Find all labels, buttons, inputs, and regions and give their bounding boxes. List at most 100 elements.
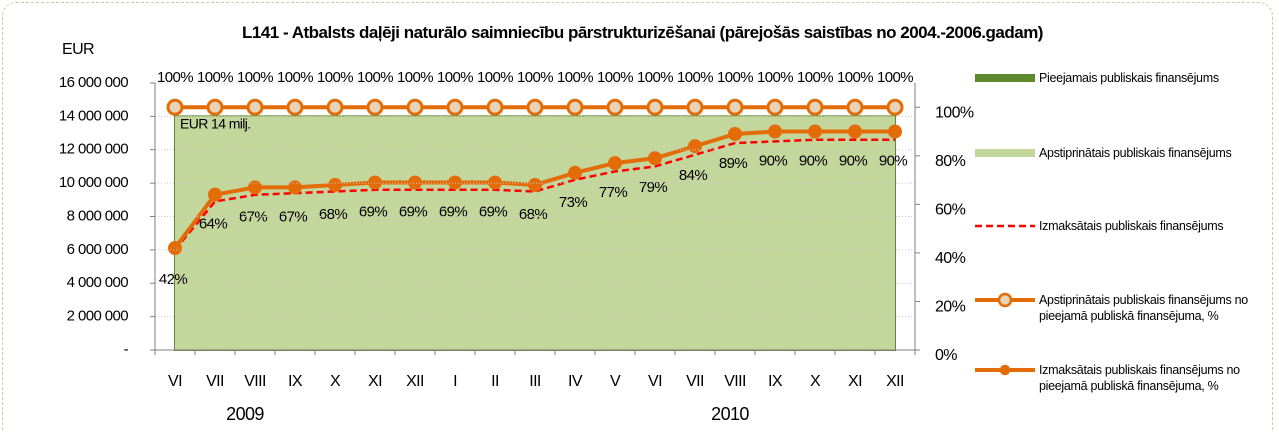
swatch (975, 74, 1035, 82)
data-label: 100% (837, 69, 873, 86)
x-tick-label: XII (886, 373, 904, 390)
group-label: 2010 (711, 404, 749, 424)
marker (648, 151, 662, 166)
swatch-marker (999, 364, 1011, 376)
data-label: 90% (759, 153, 787, 170)
marker (448, 175, 462, 190)
data-label: 100% (517, 69, 553, 86)
swatch-marker (997, 292, 1013, 308)
legend-item: Apstiprinātais publiskais finansējums (975, 145, 1269, 161)
marker (366, 98, 384, 116)
data-label: 100% (637, 69, 673, 86)
data-label: 77% (599, 184, 627, 201)
chart-title: L141 - Atbalsts daļēji naturālo saimniec… (242, 23, 1043, 42)
marker (368, 175, 382, 190)
y2-tick-label: 80% (935, 153, 966, 170)
data-label: 90% (799, 153, 827, 170)
y-tick-label: 8 000 000 (67, 207, 129, 224)
data-label: 90% (879, 153, 907, 170)
x-tick-label: I (453, 373, 457, 390)
legend-label: Apstiprinātais publiskais finansējums (1039, 146, 1232, 160)
group-label: 2009 (226, 404, 264, 424)
x-tick-label: X (810, 373, 821, 390)
data-label: 100% (197, 69, 233, 86)
marker (888, 124, 902, 139)
legend-label: Izmaksātais publiskais finansējums (1039, 219, 1224, 233)
legend-swatch (975, 292, 1035, 308)
y-tick-label: 6 000 000 (67, 241, 129, 258)
y-tick-label: 16 000 000 (59, 74, 128, 91)
x-tick-label: VI (168, 373, 182, 390)
data-label: 100% (797, 69, 833, 86)
legend-label: Pieejamais publiskais finansējums (1039, 71, 1219, 85)
x-tick-label: IX (768, 373, 783, 390)
data-label: 100% (237, 69, 273, 86)
marker (408, 175, 422, 190)
x-tick-label: IV (568, 373, 583, 390)
legend-label: Apstiprinātais publiskais finansējums no… (1039, 293, 1248, 323)
marker (208, 187, 222, 202)
marker (846, 98, 864, 116)
y2-tick-label: 20% (935, 299, 966, 316)
data-label: 100% (557, 69, 593, 86)
swatch (975, 149, 1035, 157)
marker (206, 98, 224, 116)
y-tick-label: - (124, 341, 129, 358)
marker (286, 98, 304, 116)
data-label: 89% (719, 155, 747, 172)
data-label: 100% (157, 69, 193, 86)
data-label: 100% (357, 69, 393, 86)
marker (606, 98, 624, 116)
data-label: 100% (677, 69, 713, 86)
legend-swatch (975, 149, 1035, 157)
x-tick-label: VIII (244, 373, 266, 390)
data-label: 100% (717, 69, 753, 86)
marker (848, 124, 862, 139)
x-tick-label: III (529, 373, 541, 390)
data-label: 67% (239, 208, 267, 225)
legend-swatch (975, 74, 1035, 82)
marker (768, 124, 782, 139)
data-label: 69% (479, 203, 507, 220)
marker (728, 126, 742, 141)
marker (488, 175, 502, 190)
marker (288, 180, 302, 195)
marker (806, 98, 824, 116)
data-label: 100% (317, 69, 353, 86)
x-tick-label: V (610, 373, 621, 390)
marker (528, 177, 542, 192)
data-label: 100% (877, 69, 913, 86)
marker (726, 98, 744, 116)
data-label: 73% (559, 194, 587, 211)
legend-item: Izmaksātais publiskais finansējums no pi… (975, 362, 1269, 394)
marker (166, 98, 184, 116)
marker (686, 98, 704, 116)
data-label: 69% (359, 203, 387, 220)
marker (608, 156, 622, 171)
x-tick-label: II (491, 373, 499, 390)
marker (766, 98, 784, 116)
data-label: 42% (159, 271, 187, 288)
marker (568, 165, 582, 180)
data-label: 100% (437, 69, 473, 86)
legend-item: Pieejamais publiskais finansējums (975, 70, 1269, 86)
data-label: 79% (639, 179, 667, 196)
data-label: 84% (679, 167, 707, 184)
area (175, 116, 895, 350)
x-tick-label: VII (686, 373, 704, 390)
y2-tick-label: 40% (935, 250, 966, 267)
y-tick-label: 4 000 000 (67, 274, 129, 291)
y-tick-label: 10 000 000 (59, 174, 128, 191)
data-label: 64% (199, 216, 227, 233)
data-label: 69% (399, 203, 427, 220)
marker (326, 98, 344, 116)
y2-tick-label: 60% (935, 202, 966, 219)
marker (248, 180, 262, 195)
marker (886, 98, 904, 116)
data-label: 100% (397, 69, 433, 86)
legend-item: Izmaksātais publiskais finansējums (975, 218, 1269, 234)
data-label: 100% (597, 69, 633, 86)
marker (328, 177, 342, 192)
